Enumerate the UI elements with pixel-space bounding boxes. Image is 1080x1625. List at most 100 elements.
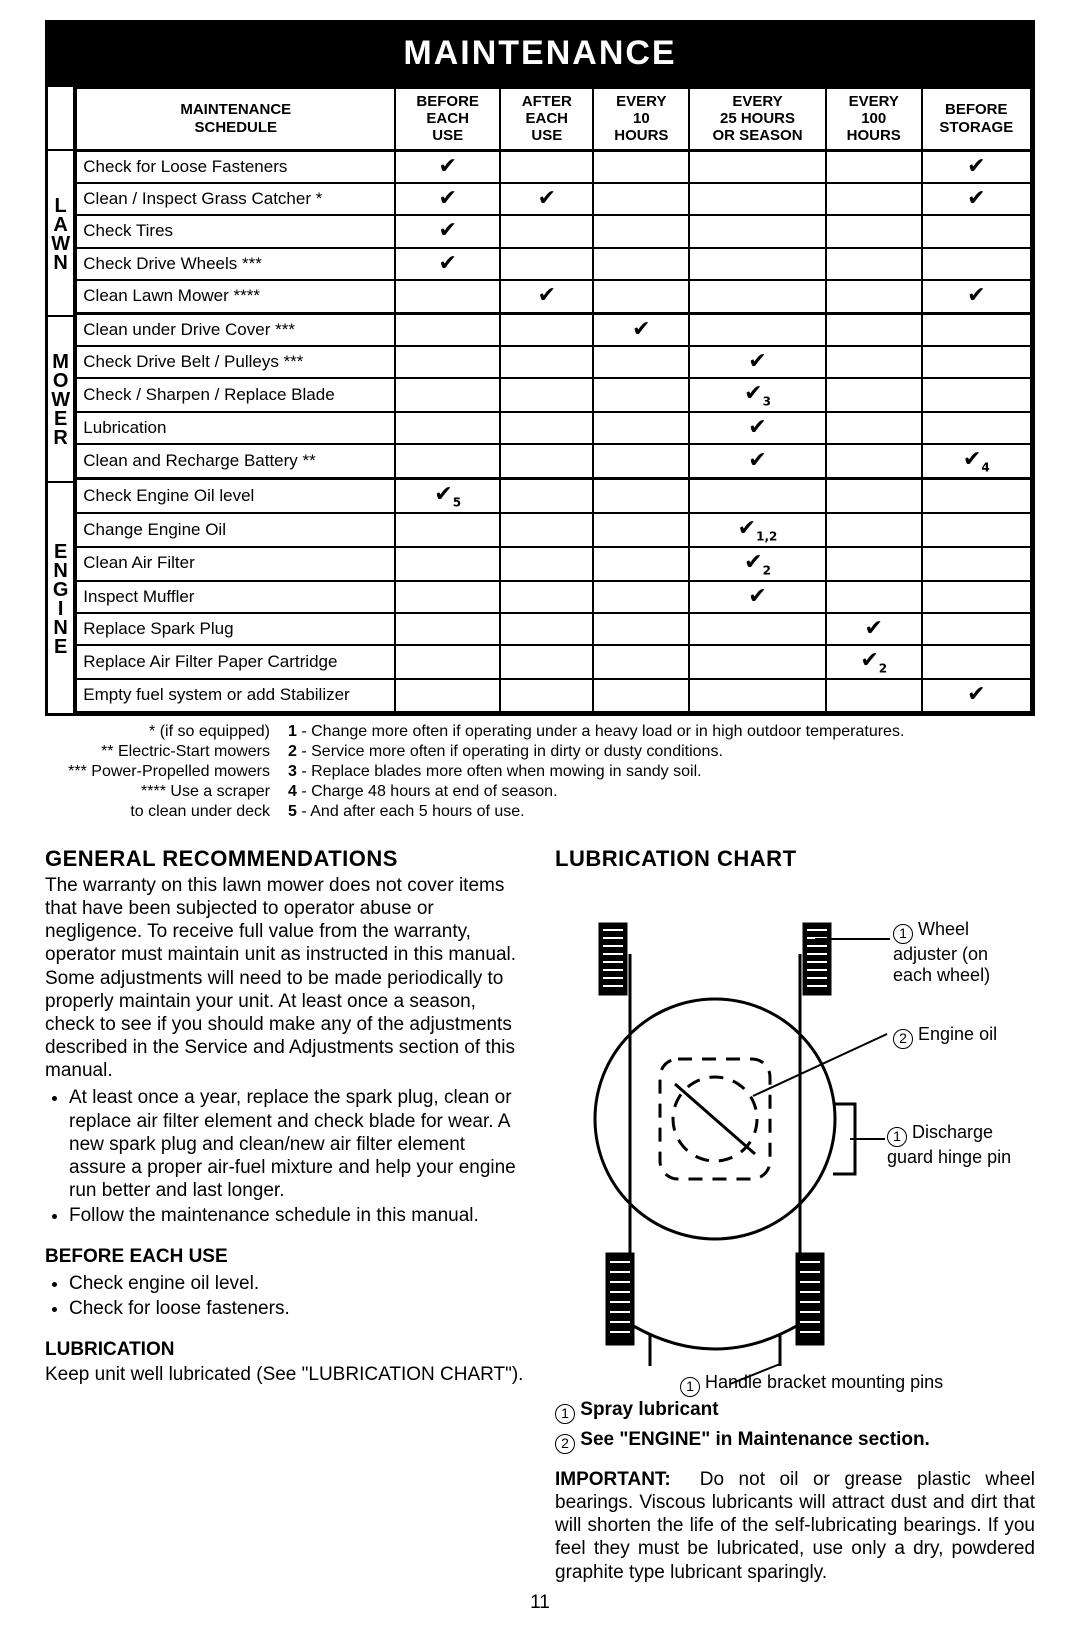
- check-cell: ✔: [395, 183, 500, 215]
- list-before-use: Check engine oil level.Check for loose f…: [69, 1272, 525, 1320]
- check-cell: [826, 412, 922, 444]
- check-cell: [593, 444, 689, 478]
- check-cell: [922, 346, 1031, 378]
- heading-lube-chart: LUBRICATION CHART: [555, 846, 1035, 872]
- check-cell: [500, 346, 593, 378]
- check-cell: ✔: [922, 183, 1031, 215]
- check-cell: [395, 313, 500, 346]
- check-cell: [922, 479, 1031, 513]
- list-general: At least once a year, replace the spark …: [69, 1086, 525, 1227]
- check-cell: [826, 313, 922, 346]
- maintenance-table-block: MAINTENANCE LAWNMOWERENGINE MAINTENANCES…: [45, 20, 1035, 716]
- check-cell: [500, 248, 593, 280]
- check-cell: [593, 346, 689, 378]
- footnotes: * (if so equipped)** Electric-Start mowe…: [45, 722, 1035, 822]
- page-number: 11: [45, 1592, 1035, 1615]
- check-cell: [593, 547, 689, 581]
- footnote-right: 4 - Charge 48 hours at end of season.: [288, 782, 1035, 802]
- check-cell: [922, 313, 1031, 346]
- footnote-left: *** Power-Propelled mowers: [45, 762, 270, 782]
- footnote-right: 3 - Replace blades more often when mowin…: [288, 762, 1035, 782]
- footnote-right: 2 - Service more often if operating in d…: [288, 742, 1035, 762]
- check-cell: [593, 183, 689, 215]
- task-cell: Replace Spark Plug: [76, 613, 395, 645]
- section-side-labels: LAWNMOWERENGINE: [48, 87, 75, 713]
- legend-engine: 2 See "ENGINE" in Maintenance section.: [555, 1428, 1035, 1454]
- check-cell: [593, 280, 689, 313]
- check-cell: [689, 479, 826, 513]
- task-cell: Check / Sharpen / Replace Blade: [76, 378, 395, 412]
- check-cell: [500, 412, 593, 444]
- check-cell: [593, 479, 689, 513]
- list-item: At least once a year, replace the spark …: [69, 1086, 525, 1202]
- list-item: Follow the maintenance schedule in this …: [69, 1204, 525, 1227]
- check-cell: [826, 378, 922, 412]
- check-cell: [593, 412, 689, 444]
- check-cell: [922, 645, 1031, 679]
- footnote-right: 5 - And after each 5 hours of use.: [288, 802, 1035, 822]
- check-cell: ✔: [922, 280, 1031, 313]
- task-cell: Change Engine Oil: [76, 513, 395, 547]
- check-cell: [826, 513, 922, 547]
- check-cell: [500, 444, 593, 478]
- check-cell: [395, 581, 500, 613]
- check-cell: [826, 444, 922, 478]
- footnote-right: 1 - Change more often if operating under…: [288, 722, 1035, 742]
- check-cell: [395, 547, 500, 581]
- heading-lubrication: LUBRICATION: [45, 1339, 525, 1362]
- check-cell: [593, 513, 689, 547]
- task-cell: Check Engine Oil level: [76, 479, 395, 513]
- check-cell: [500, 313, 593, 346]
- check-cell: [395, 513, 500, 547]
- check-cell: [922, 412, 1031, 444]
- check-cell: [689, 280, 826, 313]
- check-cell: [593, 679, 689, 711]
- check-cell: [689, 679, 826, 711]
- check-cell: ✔: [395, 215, 500, 247]
- check-cell: [500, 645, 593, 679]
- check-cell: [826, 150, 922, 183]
- maintenance-schedule-table: MAINTENANCESCHEDULEBEFOREEACHUSEAFTEREAC…: [75, 87, 1032, 713]
- task-cell: Clean / Inspect Grass Catcher *: [76, 183, 395, 215]
- task-cell: Replace Air Filter Paper Cartridge: [76, 645, 395, 679]
- check-cell: [593, 613, 689, 645]
- task-cell: Check Drive Wheels ***: [76, 248, 395, 280]
- legend-spray: 1 Spray lubricant: [555, 1398, 1035, 1424]
- check-cell: [500, 581, 593, 613]
- check-cell: [593, 248, 689, 280]
- check-cell: ✔: [500, 183, 593, 215]
- footnote-left: * (if so equipped): [45, 722, 270, 742]
- check-cell: [689, 215, 826, 247]
- footnote-left: to clean under deck: [45, 802, 270, 822]
- left-column: GENERAL RECOMMENDATIONS The warranty on …: [45, 846, 525, 1588]
- check-cell: [593, 645, 689, 679]
- check-cell: ✔: [500, 280, 593, 313]
- task-cell: Check Drive Belt / Pulleys ***: [76, 346, 395, 378]
- check-cell: [395, 444, 500, 478]
- check-cell: [500, 150, 593, 183]
- check-cell: [826, 248, 922, 280]
- check-cell: [826, 280, 922, 313]
- check-cell: [593, 215, 689, 247]
- check-cell: [500, 613, 593, 645]
- check-cell: ✔: [826, 613, 922, 645]
- check-cell: [826, 346, 922, 378]
- check-cell: [689, 150, 826, 183]
- check-cell: [395, 645, 500, 679]
- footnote-left: ** Electric-Start mowers: [45, 742, 270, 762]
- check-cell: ✔2: [689, 547, 826, 581]
- check-cell: ✔: [922, 679, 1031, 711]
- check-cell: [922, 613, 1031, 645]
- callout-engine-oil: 2 Engine oil: [893, 1024, 997, 1049]
- check-cell: [593, 150, 689, 183]
- heading-general: GENERAL RECOMMENDATIONS: [45, 846, 525, 872]
- check-cell: [826, 547, 922, 581]
- check-cell: ✔5: [395, 479, 500, 513]
- check-cell: ✔: [689, 444, 826, 478]
- callout-discharge-pin: 1 Discharge guard hinge pin: [887, 1122, 1022, 1168]
- check-cell: ✔: [922, 150, 1031, 183]
- check-cell: [826, 215, 922, 247]
- right-column: LUBRICATION CHART: [555, 846, 1035, 1588]
- check-cell: ✔: [689, 346, 826, 378]
- check-cell: [922, 215, 1031, 247]
